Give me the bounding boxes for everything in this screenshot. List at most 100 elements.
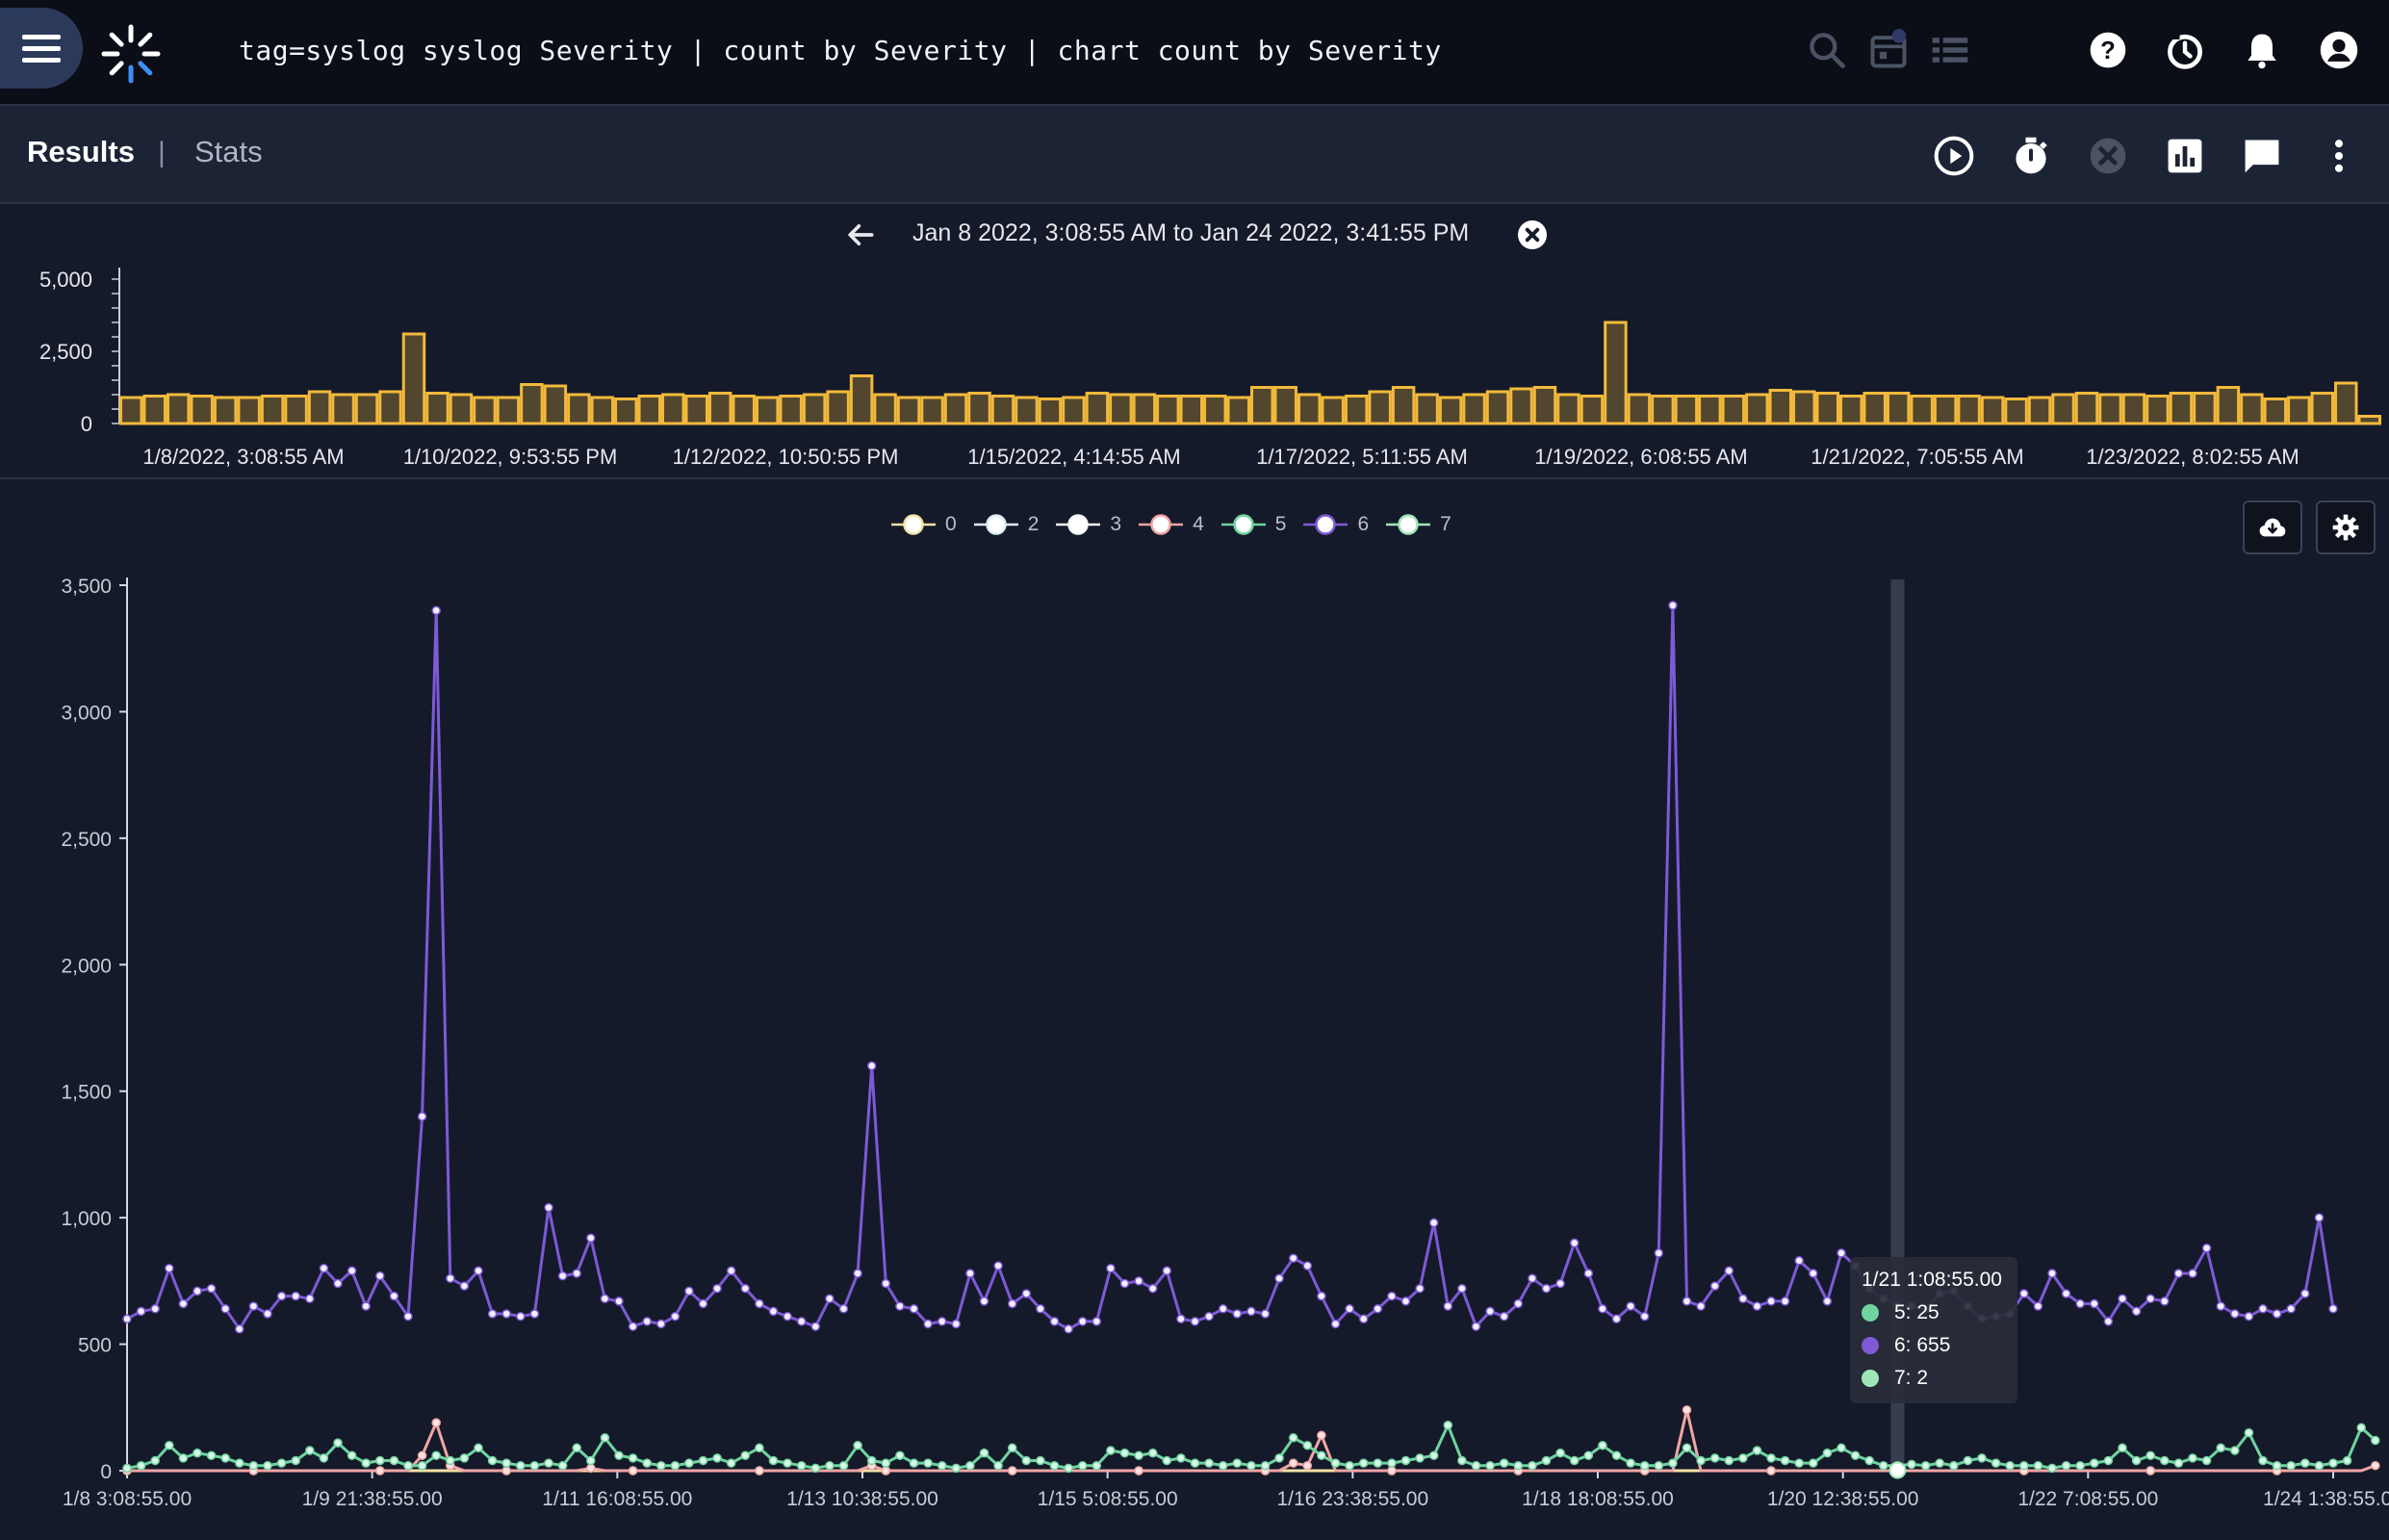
data-point-5[interactable] (1569, 1455, 1580, 1466)
data-point-6[interactable] (698, 1298, 708, 1309)
overview-bar[interactable] (284, 395, 308, 425)
overview-bar[interactable] (1297, 393, 1322, 425)
overview-bar[interactable] (779, 395, 803, 425)
data-point-4[interactable] (628, 1466, 638, 1476)
data-point-5[interactable] (1358, 1458, 1369, 1468)
overview-bar[interactable] (2027, 396, 2052, 425)
data-point-6[interactable] (2286, 1304, 2296, 1314)
data-point-6[interactable] (712, 1283, 722, 1294)
data-point-6[interactable] (755, 1298, 764, 1309)
data-point-5[interactable] (1528, 1460, 1537, 1471)
overview-bar[interactable] (896, 396, 921, 425)
data-point-5[interactable] (150, 1455, 160, 1466)
data-point-5[interactable] (220, 1453, 230, 1463)
data-point-6[interactable] (1626, 1301, 1635, 1311)
data-point-5[interactable] (951, 1463, 962, 1474)
data-point-5[interactable] (979, 1448, 989, 1458)
data-point-6[interactable] (2300, 1289, 2310, 1298)
data-point-5[interactable] (993, 1460, 1003, 1471)
data-point-5[interactable] (1639, 1460, 1650, 1471)
overview-bar[interactable] (1485, 390, 1510, 425)
data-point-5[interactable] (389, 1455, 399, 1466)
overview-bar[interactable] (684, 395, 708, 425)
data-point-6[interactable] (586, 1233, 596, 1243)
data-point-6[interactable] (1246, 1306, 1256, 1317)
overview-bar[interactable] (1509, 387, 1533, 425)
data-point-5[interactable] (1513, 1460, 1524, 1471)
overview-bar[interactable] (1415, 393, 1439, 425)
data-point-6[interactable] (1583, 1269, 1594, 1278)
cancel-search-button[interactable] (2083, 131, 2133, 181)
data-point-5[interactable] (1668, 1458, 1678, 1468)
overview-bar[interactable] (1721, 395, 1746, 425)
data-point-5[interactable] (206, 1450, 217, 1460)
data-point-5[interactable] (347, 1450, 357, 1460)
overview-bar[interactable] (637, 395, 662, 425)
data-point-6[interactable] (487, 1309, 498, 1319)
data-point-5[interactable] (1106, 1446, 1116, 1455)
overview-bar[interactable] (331, 393, 355, 425)
data-point-5[interactable] (866, 1455, 877, 1466)
overview-bar[interactable] (873, 393, 897, 425)
overview-bar[interactable] (802, 393, 827, 425)
comment-button[interactable] (2237, 131, 2287, 181)
data-point-6[interactable] (389, 1291, 399, 1301)
data-point-6[interactable] (1794, 1256, 1804, 1266)
data-point-4[interactable] (1766, 1466, 1776, 1476)
overview-bar[interactable] (1886, 392, 1911, 425)
overview-bar[interactable] (1768, 389, 1793, 425)
overview-bar[interactable] (2004, 398, 2028, 425)
data-point-6[interactable] (2019, 1289, 2029, 1298)
data-point-5[interactable] (1036, 1455, 1045, 1466)
data-point-5[interactable] (1064, 1463, 1073, 1474)
data-point-6[interactable] (375, 1270, 385, 1281)
data-point-5[interactable] (1147, 1448, 1158, 1458)
data-point-5[interactable] (1162, 1455, 1172, 1466)
data-point-6[interactable] (1092, 1317, 1102, 1326)
overview-bar[interactable] (1226, 396, 1251, 425)
data-point-6[interactable] (544, 1202, 553, 1213)
data-point-6[interactable] (2090, 1298, 2099, 1309)
data-point-6[interactable] (1837, 1248, 1846, 1258)
main-menu-button[interactable] (0, 8, 83, 89)
data-point-5[interactable] (2230, 1446, 2240, 1455)
data-point-6[interactable] (2160, 1296, 2170, 1306)
data-point-5[interactable] (2216, 1443, 2225, 1453)
overview-bar[interactable] (543, 384, 568, 425)
notifications-button[interactable] (2235, 23, 2289, 77)
overview-bar[interactable] (425, 392, 450, 425)
tab-stats[interactable]: Stats (194, 135, 263, 168)
data-point-6[interactable] (1036, 1304, 1045, 1314)
data-point-5[interactable] (909, 1458, 919, 1468)
overview-bar[interactable] (826, 390, 850, 425)
data-point-6[interactable] (923, 1319, 933, 1329)
data-point-4[interactable] (586, 1463, 596, 1474)
overview-bar[interactable] (1438, 396, 1463, 425)
data-point-5[interactable] (529, 1460, 540, 1471)
overview-bar[interactable] (1038, 398, 1063, 425)
overview-bar[interactable] (2098, 393, 2122, 425)
data-point-5[interactable] (263, 1460, 272, 1471)
legend-item-3[interactable]: 3 (1054, 512, 1121, 537)
data-point-5[interactable] (937, 1460, 947, 1471)
data-point-6[interactable] (1611, 1314, 1622, 1324)
data-point-6[interactable] (1724, 1266, 1734, 1276)
data-point-6[interactable] (1274, 1273, 1284, 1283)
data-point-5[interactable] (1626, 1458, 1635, 1468)
data-point-6[interactable] (1218, 1304, 1228, 1314)
data-point-5[interactable] (1935, 1458, 1944, 1468)
data-point-6[interactable] (2258, 1304, 2268, 1314)
data-point-6[interactable] (1738, 1294, 1748, 1304)
data-point-6[interactable] (2188, 1269, 2197, 1278)
overview-bar[interactable] (1980, 396, 2005, 425)
data-point-6[interactable] (2328, 1304, 2338, 1314)
data-point-5[interactable] (1345, 1460, 1354, 1471)
data-point-6[interactable] (1330, 1319, 1341, 1329)
data-point-5[interactable] (319, 1453, 329, 1463)
overview-bar[interactable] (496, 396, 521, 425)
overview-bar[interactable] (1344, 395, 1369, 425)
data-point-4[interactable] (375, 1466, 385, 1476)
data-point-6[interactable] (1499, 1311, 1509, 1322)
data-point-5[interactable] (2272, 1460, 2282, 1471)
data-point-6[interactable] (684, 1286, 694, 1296)
